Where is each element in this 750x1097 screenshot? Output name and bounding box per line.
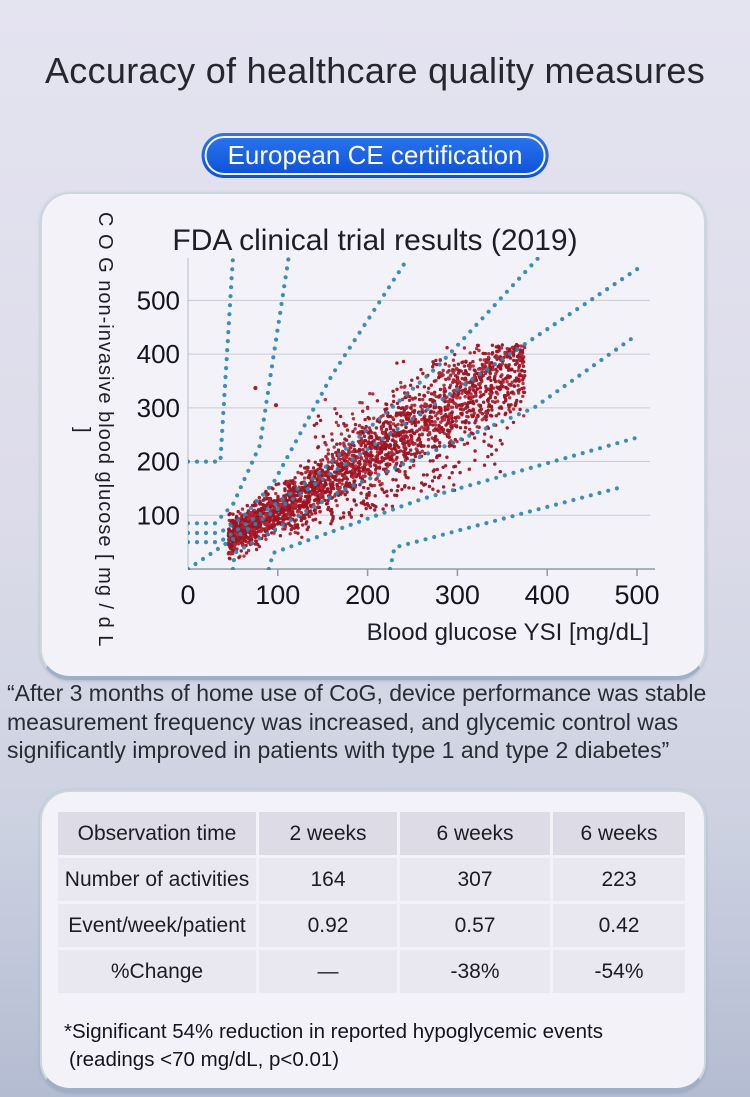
svg-text:500: 500 (614, 580, 659, 610)
error-grid-line-zone-c-lower (266, 436, 637, 570)
footnote: *Significant 54% reduction in reported h… (64, 1018, 603, 1074)
error-grid-line-zone-d-lower (388, 486, 620, 570)
svg-text:100: 100 (137, 500, 180, 530)
quote-text: “After 3 months of home use of CoG, devi… (7, 679, 748, 765)
quote-line: significantly improved in patients with … (7, 737, 670, 764)
error-grid-line-zone-e-upper (188, 258, 235, 464)
quote-line: measurement frequency was increased, and… (7, 708, 679, 735)
axes (187, 258, 655, 576)
table-header-cell: 6 weeks (553, 812, 685, 855)
error-grid-line-zone-b-upper (188, 257, 540, 545)
svg-text:200: 200 (345, 580, 390, 610)
footnote-line: (readings <70 mg/dL, p<0.01) (69, 1048, 340, 1071)
tick-labels: 100 200 300 400 500 0 100 200 300 400 500 (137, 285, 660, 610)
table-cell: 223 (553, 858, 685, 901)
svg-text:300: 300 (137, 393, 180, 423)
table-cell: -54% (553, 950, 685, 993)
error-grid-line-zone-c-upper (188, 262, 406, 536)
error-grid-line-zone-d-upper (188, 257, 291, 526)
svg-text:300: 300 (435, 580, 480, 610)
results-table-card: Observation time 2 weeks 6 weeks 6 weeks Num… (40, 790, 706, 1092)
results-table: Observation time 2 weeks 6 weeks 6 weeks Num… (58, 812, 685, 993)
error-grid-lines (188, 257, 640, 570)
svg-text:100: 100 (255, 580, 300, 610)
table-cell: Number of activities (58, 858, 256, 901)
table-cell: %Change (58, 950, 256, 993)
table-cell: 307 (400, 858, 550, 901)
svg-text:400: 400 (137, 339, 180, 369)
footnote-line: *Significant 54% reduction in reported h… (64, 1020, 603, 1043)
ce-certification-badge: European CE certification (201, 133, 549, 178)
table-cell: -38% (400, 950, 550, 993)
y-axis-title: C O G non-invasive blood glucose [ mg / … (71, 212, 116, 648)
error-grid-line-identity (188, 267, 640, 570)
chart-title: FDA clinical trial results (2019) (172, 224, 577, 257)
svg-text:0: 0 (180, 580, 195, 610)
page-title: Accuracy of healthcare quality measures (44, 50, 706, 91)
quote-line: “After 3 months of home use of CoG, devi… (7, 680, 707, 706)
svg-text:500: 500 (137, 285, 180, 315)
table-cell: 0.57 (400, 904, 550, 947)
table-cell: Event/week/patient (58, 904, 256, 947)
table-cell: 0.92 (259, 904, 397, 947)
table-cell: — (259, 950, 397, 993)
scatter-chart: 100 200 300 400 500 0 100 200 300 400 500 FDA clini… (137, 224, 660, 646)
x-axis-title: Blood glucose YSI [mg/dL] (367, 619, 649, 646)
table-cell: 0.42 (553, 904, 685, 947)
svg-text:400: 400 (525, 580, 570, 610)
table-header-cell: 6 weeks (400, 812, 550, 855)
badge-label: European CE certification (227, 140, 523, 170)
svg-text:200: 200 (137, 447, 180, 477)
table-cell: 164 (259, 858, 397, 901)
error-grid-line-zone-b-lower (230, 337, 633, 570)
gridlines (188, 299, 650, 516)
table-header-cell: 2 weeks (259, 812, 397, 855)
table-header-cell: Observation time (58, 812, 256, 855)
